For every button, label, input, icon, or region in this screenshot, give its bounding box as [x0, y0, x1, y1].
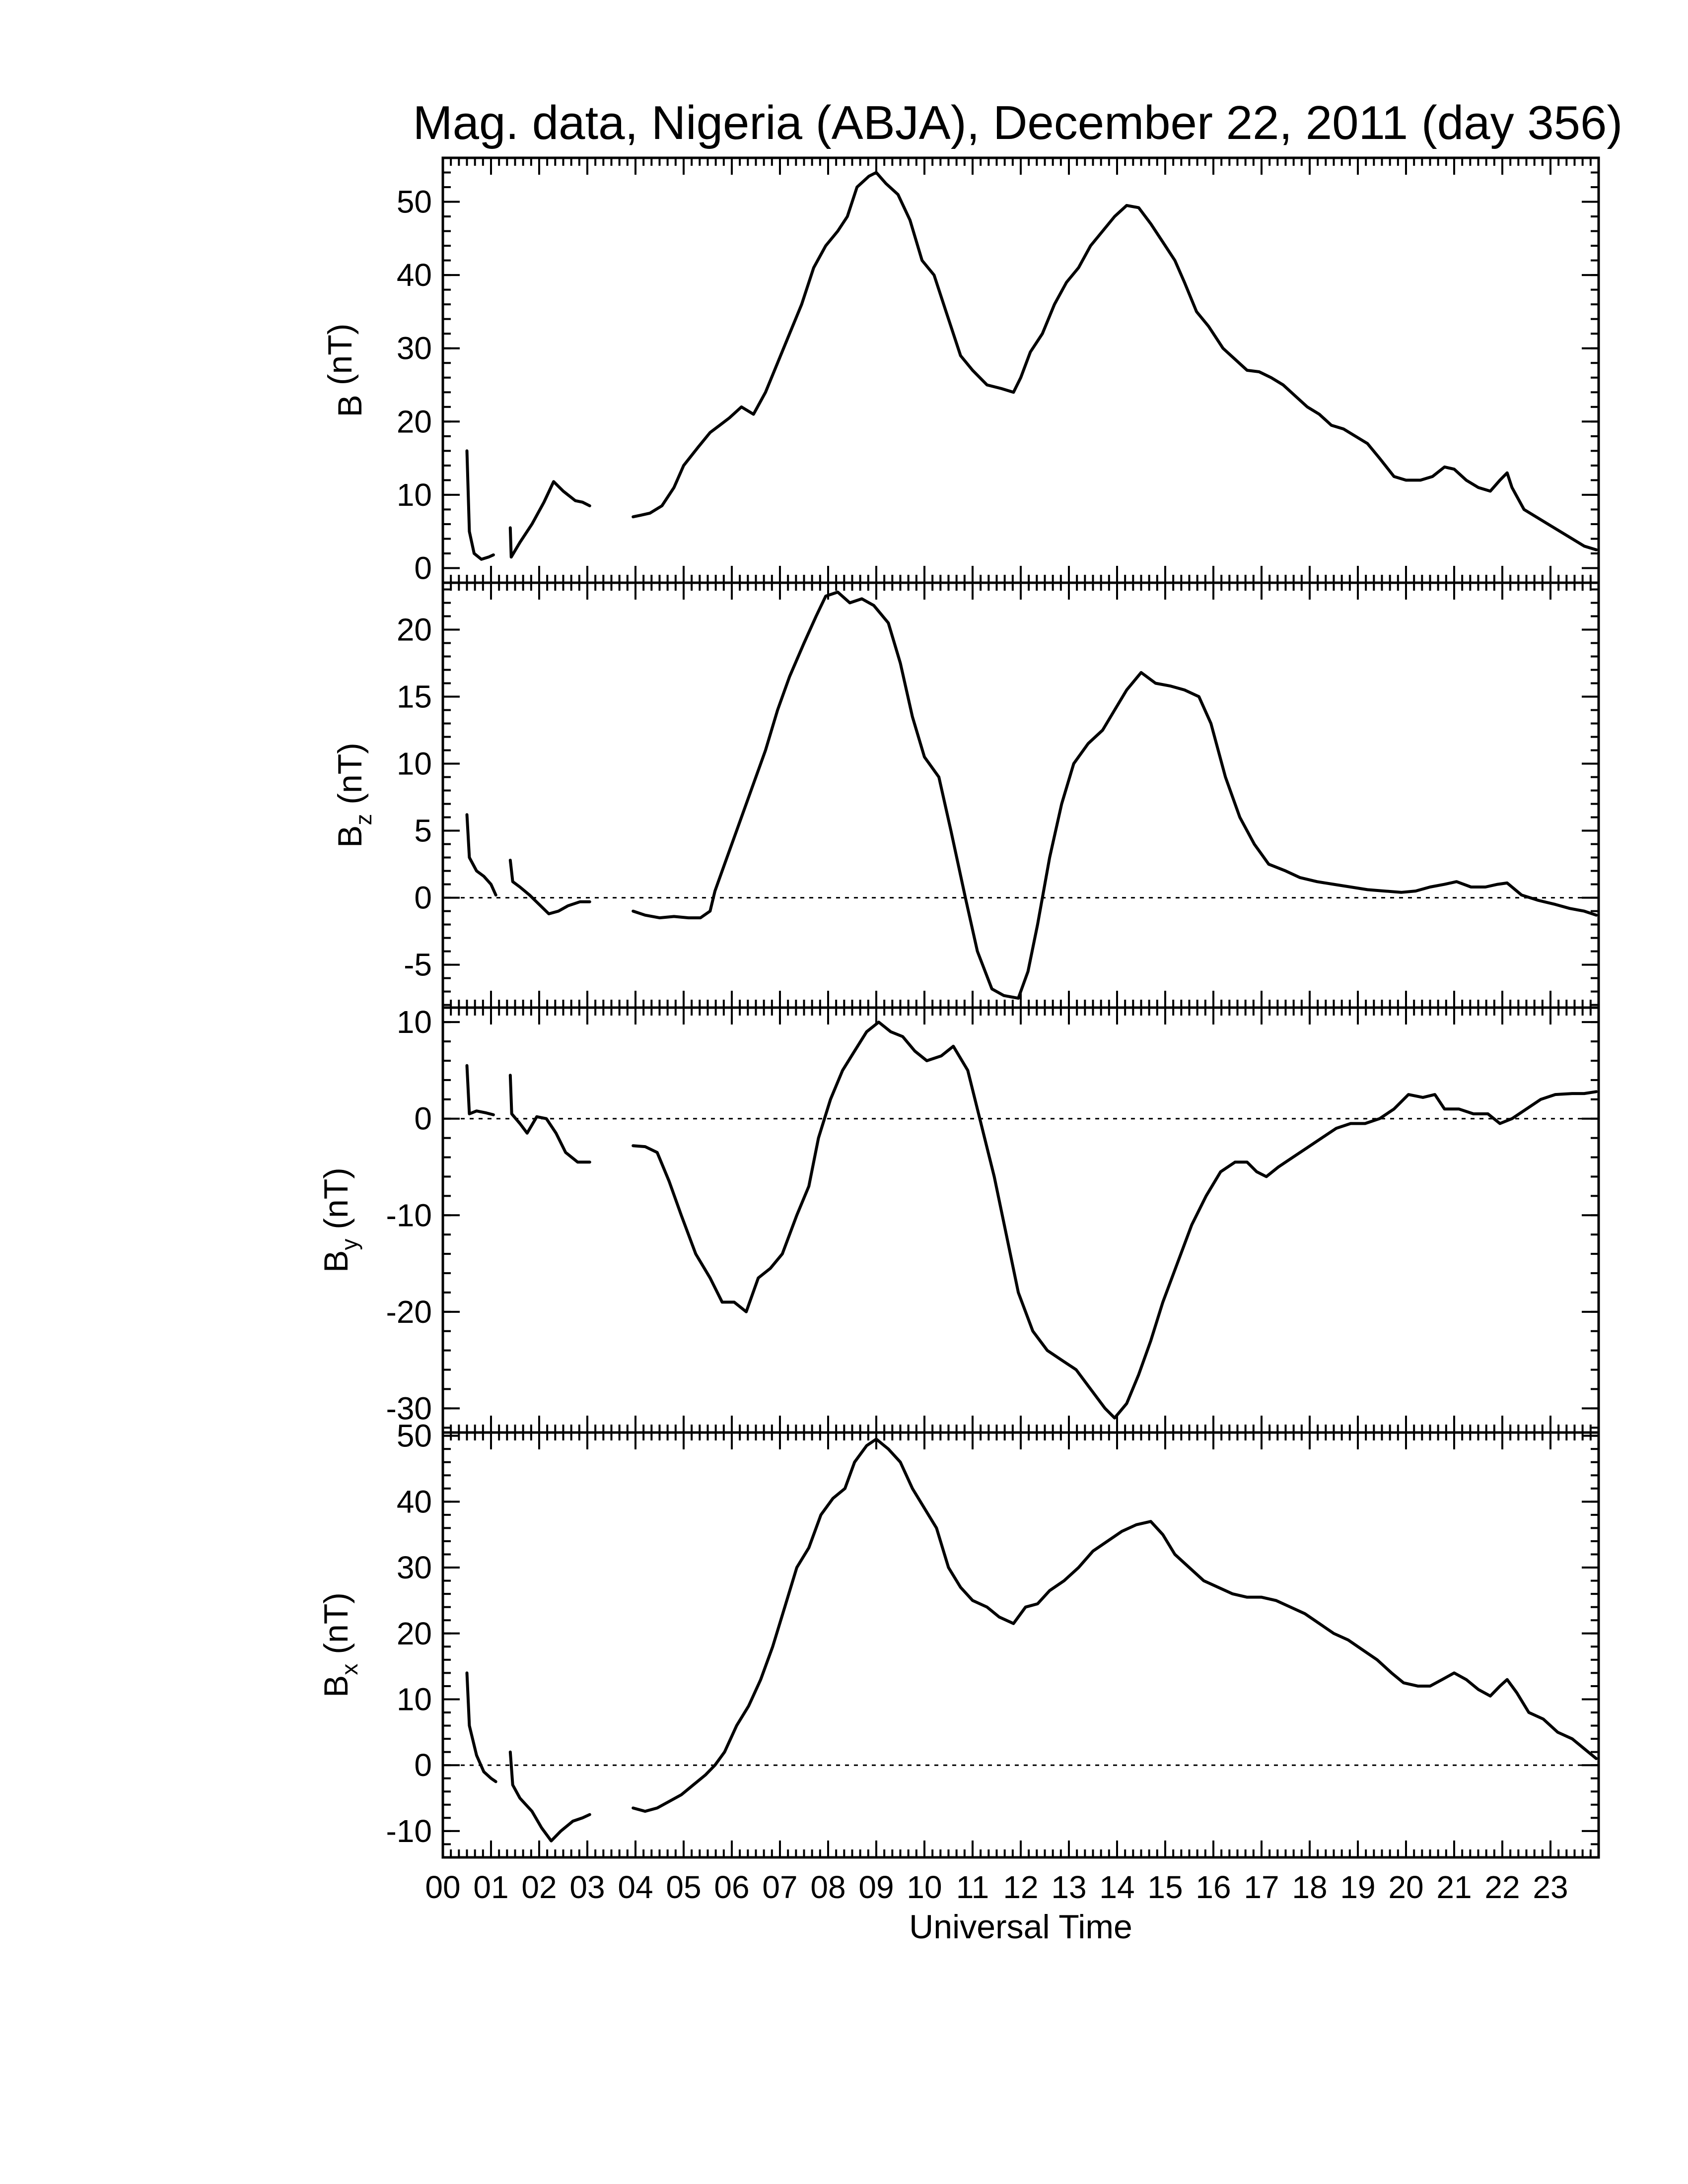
x-tick-label: 10 [907, 1869, 942, 1905]
y-axis-label-bx: Bx (nT) [317, 1592, 362, 1698]
x-tick-label: 21 [1436, 1869, 1472, 1905]
y-tick-labels: 0 10 20 30 40 50 [397, 184, 432, 586]
axis-ticks [442, 583, 1600, 1008]
x-tick-label: 00 [425, 1869, 460, 1905]
panel-frame [441, 1006, 1600, 1434]
trace-segment [465, 1671, 497, 1783]
y-tick-labels: -30 -20 -10 0 10 [386, 1004, 432, 1426]
y-axis-label-b: B (nT) [321, 324, 369, 417]
x-axis-label: Universal Time [909, 1908, 1132, 1946]
x-tick-label: 02 [521, 1869, 557, 1905]
y-tick-label: 40 [397, 1484, 432, 1519]
x-tick-label: 23 [1533, 1869, 1568, 1905]
axis-ticks [442, 1433, 1600, 1858]
y-tick-label: 30 [397, 331, 432, 366]
y-tick-label: 5 [414, 813, 432, 849]
panel-frame [441, 156, 1600, 584]
b-total-trace [465, 171, 1598, 561]
bx-trace [465, 1437, 1598, 1843]
x-tick-label: 05 [666, 1869, 701, 1905]
trace-segment [508, 480, 591, 559]
trace-segment [632, 171, 1598, 551]
x-tick-label: 09 [858, 1869, 894, 1905]
y-tick-label: 0 [414, 1101, 432, 1137]
y-tick-labels: -5 0 5 10 15 20 [397, 612, 432, 983]
x-tick-label: 03 [569, 1869, 605, 1905]
x-tick-label: 20 [1388, 1869, 1423, 1905]
panel-by: -30 -20 -10 0 10 By (nT) [317, 1004, 1600, 1434]
y-tick-label: 10 [397, 1004, 432, 1040]
y-tick-label: 0 [414, 550, 432, 586]
y-tick-label: -10 [386, 1813, 432, 1849]
y-tick-label: -10 [386, 1197, 432, 1233]
x-tick-label: 06 [714, 1869, 749, 1905]
trace-segment [632, 590, 1598, 1000]
y-tick-label: 20 [397, 612, 432, 648]
bz-trace [465, 590, 1598, 1000]
panel-b-total: 0 10 20 30 40 50 B (nT) [321, 156, 1600, 586]
trace-segment [508, 1750, 591, 1843]
trace-segment [465, 1064, 495, 1116]
x-tick-label: 16 [1196, 1869, 1231, 1905]
y-tick-labels: -10 0 10 20 30 40 50 [386, 1418, 432, 1849]
x-tick-label: 12 [1003, 1869, 1038, 1905]
y-tick-label: 20 [397, 1616, 432, 1651]
y-tick-label: 10 [397, 477, 432, 513]
panel-bz: -5 0 5 10 15 20 Bz (nT) [331, 581, 1600, 1009]
chart-title: Mag. data, Nigeria (ABJA), December 22, … [413, 96, 1623, 149]
panel-frame [441, 1431, 1600, 1859]
by-trace [465, 1021, 1598, 1420]
x-tick-label: 15 [1147, 1869, 1183, 1905]
x-tick-label: 18 [1292, 1869, 1327, 1905]
trace-segment [508, 1074, 591, 1164]
y-tick-label: 30 [397, 1550, 432, 1585]
x-tick-label: 19 [1340, 1869, 1375, 1905]
trace-segment [465, 449, 495, 561]
x-tick-label: 11 [956, 1869, 989, 1905]
x-tick-label: 14 [1099, 1869, 1134, 1905]
y-tick-label: 40 [397, 257, 432, 293]
trace-segment [465, 813, 497, 897]
y-tick-label: 10 [397, 746, 432, 782]
y-tick-label: 0 [414, 1747, 432, 1783]
y-tick-label: -20 [386, 1294, 432, 1330]
y-axis-label-by: By (nT) [317, 1167, 362, 1273]
y-tick-label: 50 [397, 1418, 432, 1454]
trace-segment [508, 859, 591, 915]
x-tick-label: 17 [1244, 1869, 1279, 1905]
x-tick-label: 22 [1484, 1869, 1520, 1905]
trace-segment [632, 1437, 1598, 1813]
x-tick-label: 13 [1051, 1869, 1086, 1905]
x-tick-label: 07 [762, 1869, 797, 1905]
x-tick-label: 04 [618, 1869, 653, 1905]
x-tick-label: 08 [810, 1869, 845, 1905]
y-tick-label: 0 [414, 880, 432, 916]
panel-frame [441, 581, 1600, 1009]
panel-bx: -10 0 10 20 30 40 50 Bx (nT) [317, 1418, 1600, 1859]
trace-segment [632, 1021, 1598, 1420]
y-tick-label: -30 [386, 1390, 432, 1426]
y-tick-label: 20 [397, 404, 432, 439]
y-axis-label-bz: Bz (nT) [331, 743, 376, 848]
x-tick-labels: 00 01 02 03 04 05 06 07 08 09 10 11 12 13 14 15 16 17 18 19… [425, 1869, 1568, 1905]
y-tick-label: 10 [397, 1681, 432, 1717]
y-tick-label: 50 [397, 184, 432, 220]
y-tick-label: -5 [404, 947, 432, 983]
axis-ticks [442, 1008, 1600, 1433]
x-tick-label: 01 [473, 1869, 508, 1905]
y-tick-label: 15 [397, 679, 432, 715]
axis-ticks [442, 157, 1600, 584]
